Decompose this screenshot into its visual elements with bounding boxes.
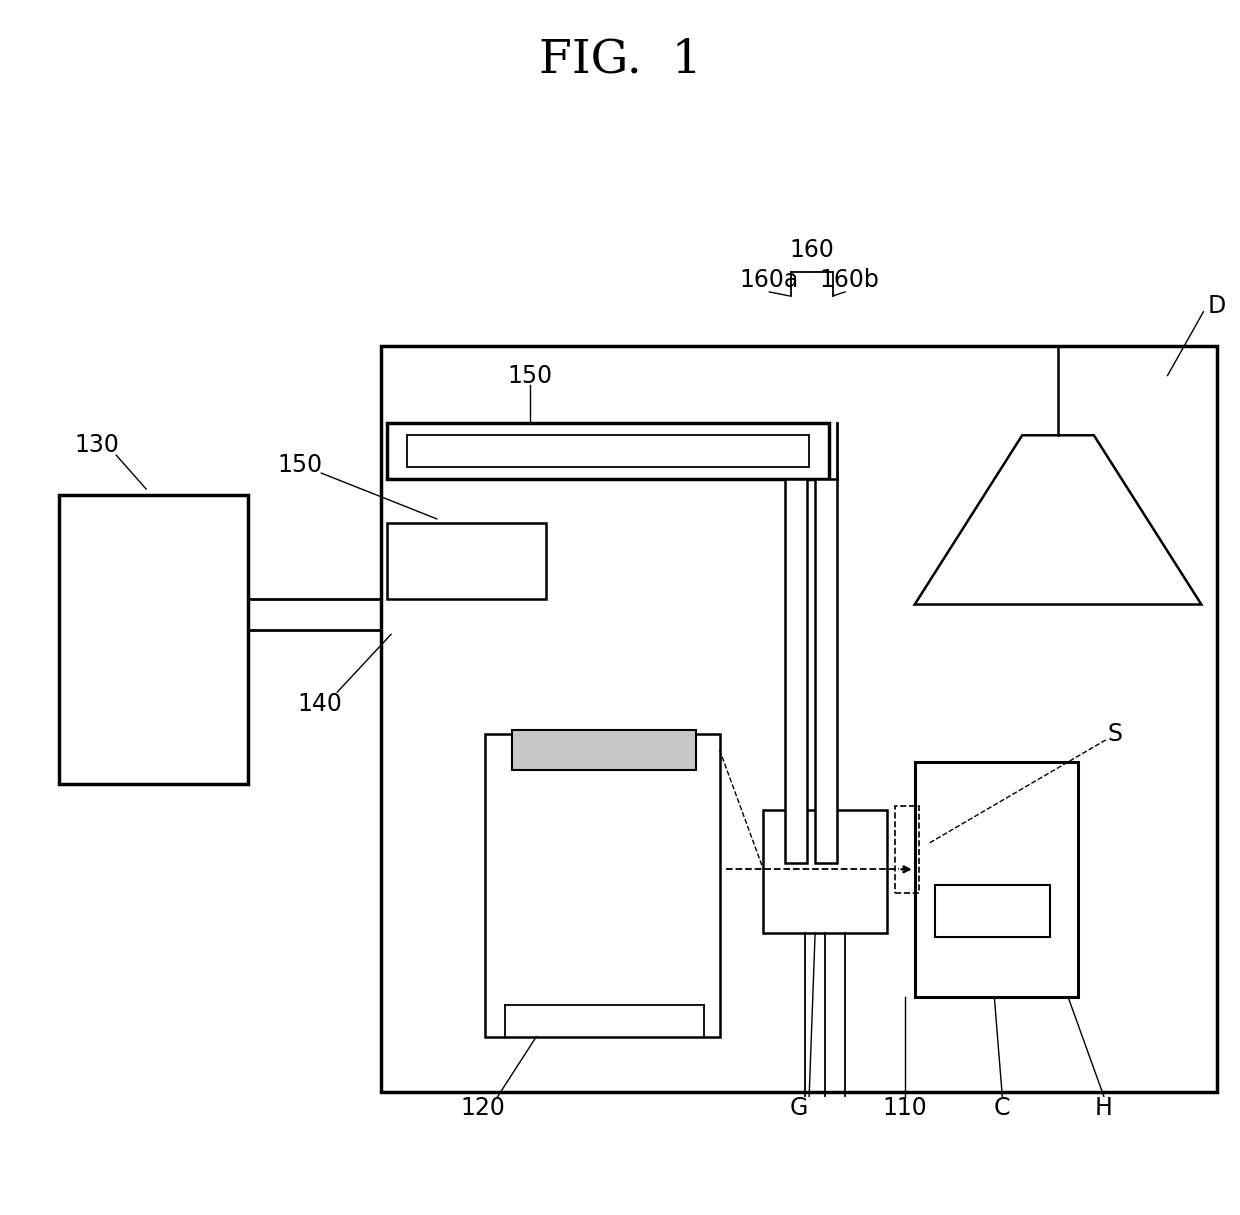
Bar [387, 522, 547, 599]
Bar [485, 734, 719, 1036]
Polygon shape [915, 435, 1202, 605]
Text: 150: 150 [278, 453, 322, 477]
Text: 160a: 160a [740, 269, 799, 292]
Bar [815, 479, 837, 864]
Text: G: G [790, 1096, 808, 1120]
Bar [512, 730, 696, 770]
Text: 110: 110 [883, 1096, 928, 1120]
Bar [895, 806, 919, 893]
Text: H: H [1095, 1096, 1112, 1120]
Text: 120: 120 [461, 1096, 506, 1120]
Text: C: C [994, 1096, 1011, 1120]
Bar [387, 423, 830, 479]
Text: D: D [1208, 294, 1225, 318]
Text: 150: 150 [508, 363, 553, 388]
Text: 160b: 160b [820, 269, 879, 292]
Bar [58, 495, 248, 784]
Text: S: S [1107, 722, 1122, 746]
Text: 160: 160 [790, 238, 835, 262]
Bar [915, 762, 1078, 996]
Bar [764, 809, 887, 933]
Bar [381, 346, 1218, 1092]
Bar [785, 479, 807, 864]
Bar [935, 886, 1050, 937]
Bar [407, 435, 810, 467]
Text: FIG.  1: FIG. 1 [538, 38, 702, 83]
Text: 140: 140 [298, 693, 342, 716]
Text: 130: 130 [74, 434, 119, 457]
